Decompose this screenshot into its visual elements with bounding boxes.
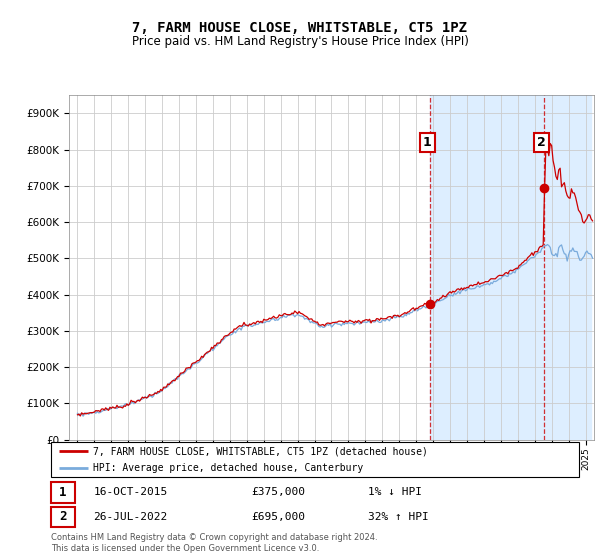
FancyBboxPatch shape [51, 482, 75, 502]
Text: £695,000: £695,000 [251, 512, 305, 522]
Text: 16-OCT-2015: 16-OCT-2015 [93, 487, 167, 497]
Text: 1: 1 [422, 136, 431, 149]
Text: 1: 1 [59, 486, 67, 499]
Text: 26-JUL-2022: 26-JUL-2022 [93, 512, 167, 522]
Text: £375,000: £375,000 [251, 487, 305, 497]
Text: 7, FARM HOUSE CLOSE, WHITSTABLE, CT5 1PZ (detached house): 7, FARM HOUSE CLOSE, WHITSTABLE, CT5 1PZ… [93, 446, 428, 456]
Text: 32% ↑ HPI: 32% ↑ HPI [368, 512, 428, 522]
Text: Price paid vs. HM Land Registry's House Price Index (HPI): Price paid vs. HM Land Registry's House … [131, 35, 469, 48]
Text: 1% ↓ HPI: 1% ↓ HPI [368, 487, 422, 497]
FancyBboxPatch shape [51, 442, 579, 477]
Text: Contains HM Land Registry data © Crown copyright and database right 2024.
This d: Contains HM Land Registry data © Crown c… [51, 533, 377, 553]
Bar [430, 95, 590, 440]
Text: 7, FARM HOUSE CLOSE, WHITSTABLE, CT5 1PZ: 7, FARM HOUSE CLOSE, WHITSTABLE, CT5 1PZ [133, 21, 467, 35]
Text: 2: 2 [59, 510, 67, 524]
Text: HPI: Average price, detached house, Canterbury: HPI: Average price, detached house, Cant… [93, 463, 364, 473]
Text: 2: 2 [537, 136, 546, 149]
FancyBboxPatch shape [51, 507, 75, 527]
